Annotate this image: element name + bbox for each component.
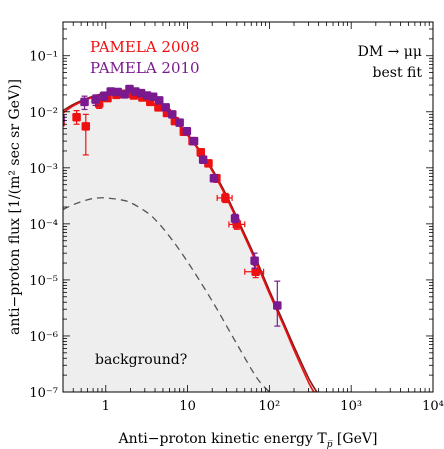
y-tick-label: 10⁻⁵ <box>29 274 58 289</box>
marker-square <box>154 96 164 105</box>
marker-square <box>99 91 109 101</box>
data-point-pamela-2010-18 <box>198 155 208 164</box>
data-point-pamela-2010-13 <box>161 103 170 112</box>
marker-square <box>251 267 260 276</box>
data-point-pamela-2010-5 <box>113 87 122 97</box>
data-point-pamela-2010-3 <box>99 91 109 101</box>
data-point-pamela-2010-19 <box>209 174 219 183</box>
data-point-pamela-2010-2 <box>91 94 100 106</box>
annotation-background: background? <box>95 352 187 368</box>
marker-square <box>168 110 177 119</box>
data-point-pamela-2010-22 <box>273 280 282 327</box>
shaded-area-total-fit <box>63 93 317 392</box>
annotation-dm-channel: DM → μμ <box>358 44 422 60</box>
marker-square <box>80 97 89 107</box>
x-tick-label: 10 <box>179 399 196 414</box>
axis-ticks <box>62 21 434 393</box>
marker-square <box>72 112 81 122</box>
data-point-pamela-2010-15 <box>175 118 184 127</box>
data-point-pamela-2010-4 <box>106 87 115 96</box>
data-point-pamela-2010-14 <box>168 110 177 119</box>
legend: PAMELA 2008 PAMELA 2010 <box>90 38 200 77</box>
x-tick-label: 10³ <box>340 399 362 414</box>
y-tick-label: 10⁻⁴ <box>29 218 58 233</box>
marker-square <box>198 155 208 164</box>
background-shaded-area <box>63 93 317 392</box>
marker-square <box>106 87 115 96</box>
x-tick-label: 10⁴ <box>422 399 444 414</box>
marker-square <box>273 301 282 310</box>
y-tick-label: 10⁻⁶ <box>29 330 58 345</box>
marker-square <box>209 174 219 183</box>
marker-square <box>196 147 206 157</box>
marker-square <box>221 193 230 203</box>
y-axis-title: anti−proton flux [1/(m² sec sr GeV)] <box>7 79 23 335</box>
y-tick-label: 10⁻³ <box>29 162 58 177</box>
marker-square <box>81 122 91 131</box>
marker-square <box>189 136 199 146</box>
data-point-pamela-2008-15 <box>196 147 206 157</box>
data-point-pamela-2010-20 <box>230 213 240 224</box>
tick-labels: 1 10 10² 10³ 10⁴ 10⁻⁷ 10⁻⁶ 10⁻⁵ 10⁻⁴ 10⁻³ 10⁻² 10⁻¹ <box>29 50 444 414</box>
data-point-pamela-2010-21 <box>250 252 259 270</box>
legend-pamela-2010: PAMELA 2010 <box>90 59 200 77</box>
x-axis-title: Anti−proton kinetic energy Tp̅ [GeV] <box>118 431 378 449</box>
y-tick-label: 10⁻⁷ <box>29 386 58 401</box>
data-point-pamela-2010-16 <box>182 126 192 136</box>
marker-square <box>230 214 240 223</box>
data-points <box>63 84 282 327</box>
marker-square <box>175 118 184 127</box>
x-tick-label: 1 <box>102 399 110 414</box>
curve-background <box>63 197 270 392</box>
y-tick-label: 10⁻² <box>29 106 58 121</box>
marker-square <box>161 103 170 112</box>
data-point-pamela-2008-18 <box>216 192 233 204</box>
data-point-pamela-2008-20 <box>244 265 265 279</box>
x-tick-label: 10² <box>259 399 281 414</box>
marker-square <box>113 87 122 97</box>
data-point-pamela-2008-1 <box>72 109 81 125</box>
marker-square <box>154 103 163 112</box>
y-tick-label: 10⁻¹ <box>29 50 58 65</box>
marker-square <box>250 256 259 265</box>
data-point-pamela-2010-17 <box>189 136 199 146</box>
marker-square <box>182 126 192 136</box>
data-point-pamela-2010-12 <box>154 96 164 105</box>
annotation-best-fit: best fit <box>373 65 423 81</box>
legend-pamela-2008: PAMELA 2008 <box>90 38 200 56</box>
data-point-pamela-2008-2 <box>81 113 91 156</box>
marker-square <box>91 95 100 104</box>
data-point-pamela-2010-1 <box>80 95 89 111</box>
